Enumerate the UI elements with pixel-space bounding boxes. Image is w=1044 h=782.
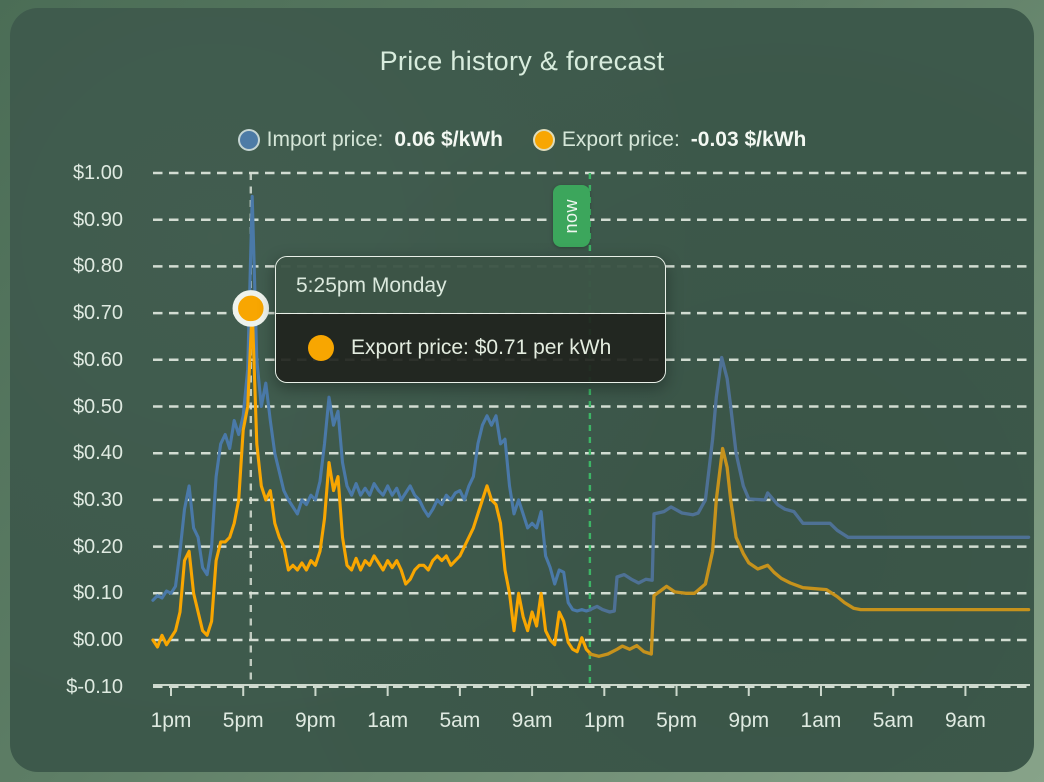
- history-export-price: [151, 306, 593, 656]
- tooltip-entry: Export price: $0.71 per kWh: [351, 336, 612, 359]
- legend: Import price: 0.06 $/kWh Export price: -…: [10, 128, 1034, 152]
- x-axis-label: 9am: [944, 709, 986, 732]
- y-axis-label: $0.20: [72, 535, 123, 558]
- legend-item-import[interactable]: Import price: 0.06 $/kWh: [237, 128, 503, 152]
- history-import-price: [151, 194, 593, 613]
- y-axis-label: $0.00: [72, 629, 123, 651]
- y-axis-label: $0.10: [72, 582, 123, 605]
- x-axis-label: 5pm: [222, 709, 264, 732]
- tooltip-header: 5:25pm Monday: [276, 257, 665, 314]
- export-price-dot-icon: [308, 335, 334, 361]
- legend-item-export[interactable]: Export price: -0.03 $/kWh: [532, 128, 807, 152]
- x-axis-label: 9pm: [295, 709, 336, 732]
- tooltip: 5:25pm Monday Export price: $0.71 per kW…: [275, 256, 666, 383]
- forecast-export-price: [588, 446, 1031, 658]
- x-axis-label: 1pm: [150, 709, 192, 732]
- y-axis-label: $0.30: [72, 488, 123, 511]
- x-axis-label: 1am: [367, 709, 409, 732]
- now-badge-label: now: [560, 198, 581, 234]
- y-axis-label: $0.60: [72, 348, 123, 371]
- x-axis-label: 1pm: [583, 709, 625, 732]
- x-axis-label: 5pm: [656, 709, 697, 732]
- x-axis-label: 5am: [872, 709, 914, 732]
- import-series-dot-icon: [237, 129, 260, 151]
- y-axis-label: $0.50: [72, 395, 123, 418]
- forecast-import-price: [588, 355, 1031, 614]
- x-axis-label: 5am: [439, 709, 481, 732]
- y-axis-label: $0.40: [72, 442, 123, 465]
- series-lines: [151, 194, 1031, 658]
- legend-export-value: -0.03 $/kWh: [690, 128, 807, 151]
- y-axis-label: $1.00: [72, 162, 123, 184]
- x-axis-label: 1am: [800, 709, 842, 732]
- export-series-dot-icon: [532, 129, 555, 151]
- y-axis-label: $0.90: [72, 208, 123, 231]
- legend-import-label: Import price:: [266, 128, 384, 151]
- selected-point-marker: [232, 290, 270, 327]
- legend-export-label: Export price:: [561, 128, 680, 151]
- x-axis: [153, 684, 1030, 696]
- x-axis-label: 9pm: [728, 709, 770, 732]
- tooltip-time: 5:25pm Monday: [296, 274, 447, 297]
- price-chart-card: Price history & forecast Import price: 0…: [10, 8, 1034, 772]
- y-axis-label: $0.80: [72, 255, 123, 278]
- legend-import-value: 0.06 $/kWh: [394, 128, 503, 151]
- y-axis-label: $-0.10: [66, 675, 123, 698]
- tooltip-body: Export price: $0.71 per kWh: [276, 314, 665, 382]
- price-chart-canvas[interactable]: [10, 8, 1044, 782]
- y-axis-label: $0.70: [72, 302, 123, 325]
- page-title: Price history & forecast: [379, 46, 665, 76]
- x-axis-label: 9am: [511, 709, 553, 732]
- now-badge: now: [552, 185, 590, 247]
